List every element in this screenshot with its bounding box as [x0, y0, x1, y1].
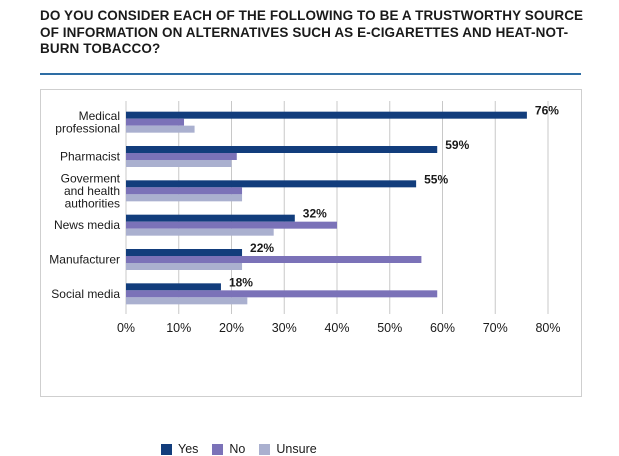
- bar-unsure: [126, 125, 195, 133]
- chart-title: DO YOU CONSIDER EACH OF THE FOLLOWING TO…: [40, 8, 584, 56]
- bar-chart: 0% 10% 20% 30% 40% 50% 60% 70% 80% Medical profess…: [49, 101, 561, 335]
- data-label-yes: 22%: [250, 241, 274, 255]
- chart-legend: Yes No Unsure: [161, 442, 331, 456]
- category-label: Social media: [51, 287, 120, 301]
- x-tick-label: 80%: [535, 321, 560, 335]
- bar-no: [126, 118, 185, 126]
- data-label-yes: 55%: [424, 172, 448, 186]
- bar-yes: [126, 111, 527, 119]
- bar-unsure: [126, 228, 274, 236]
- bar-no: [126, 256, 422, 263]
- bar-no: [126, 153, 237, 160]
- chart-panel: 0% 10% 20% 30% 40% 50% 60% 70% 80% Medical profess…: [40, 89, 582, 456]
- x-tick-label: 60%: [430, 321, 455, 335]
- bar-unsure: [126, 297, 248, 305]
- legend-item-unsure: Unsure: [259, 442, 317, 456]
- bar-unsure: [126, 160, 232, 167]
- x-tick-label: 0%: [117, 321, 135, 335]
- x-tick-label: 10%: [166, 321, 191, 335]
- category-label: Manufacturer: [49, 253, 120, 267]
- category-label: News media: [54, 218, 120, 232]
- bar-unsure: [126, 263, 243, 270]
- data-label-yes: 18%: [229, 275, 253, 289]
- bar-no: [126, 290, 438, 298]
- bar-yes: [126, 283, 221, 291]
- x-tick-label: 70%: [483, 321, 508, 335]
- legend-label-yes: Yes: [178, 442, 199, 456]
- bar-yes: [126, 249, 243, 256]
- x-tick-label: 40%: [324, 321, 349, 335]
- category-label: Pharmacist: [60, 150, 121, 164]
- legend-swatch-unsure: [259, 443, 271, 455]
- title-divider: [40, 73, 581, 75]
- legend-label-unsure: Unsure: [276, 442, 317, 456]
- bar-no: [126, 221, 337, 229]
- bar-yes: [126, 214, 295, 222]
- legend-swatch-yes: [161, 443, 172, 455]
- legend-item-no: No: [212, 442, 245, 456]
- x-tick-label: 20%: [219, 321, 244, 335]
- legend-swatch-no: [212, 443, 224, 455]
- data-label-yes: 59%: [445, 138, 469, 152]
- legend-item-yes: Yes: [161, 442, 198, 456]
- category-label: Medical professional: [55, 109, 120, 135]
- legend-label-no: No: [229, 442, 246, 456]
- bar-no: [126, 187, 243, 195]
- data-label-yes: 76%: [535, 104, 559, 118]
- bar-unsure: [126, 194, 243, 202]
- category-label: Goverment and health authorities: [61, 171, 121, 210]
- bar-yes: [126, 146, 438, 153]
- data-label-yes: 32%: [303, 207, 327, 221]
- x-tick-label: 50%: [377, 321, 402, 335]
- bar-yes: [126, 180, 417, 188]
- x-tick-label: 30%: [272, 321, 297, 335]
